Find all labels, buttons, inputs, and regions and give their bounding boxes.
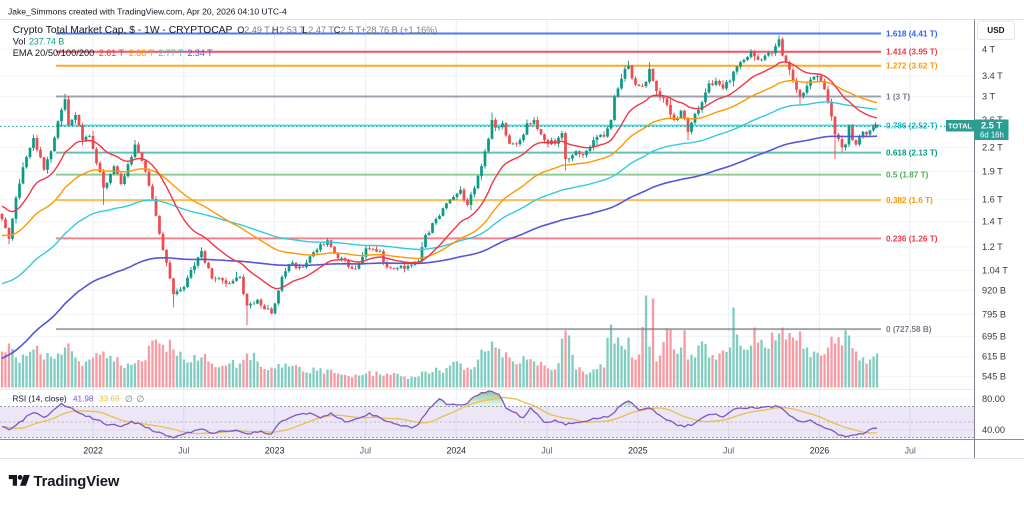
svg-text:1.272 (3.62 T): 1.272 (3.62 T) — [886, 62, 938, 71]
svg-text:2.5 T: 2.5 T — [341, 25, 362, 35]
svg-text:2024: 2024 — [447, 446, 467, 456]
svg-text:2.47 T: 2.47 T — [308, 25, 334, 35]
svg-text:920 B: 920 B — [982, 286, 1006, 296]
svg-text:L: L — [302, 25, 307, 35]
svg-text:33.69: 33.69 — [99, 395, 120, 404]
svg-text:Jul: Jul — [541, 446, 552, 456]
svg-text:80.00: 80.00 — [982, 394, 1005, 404]
svg-text:2.77 T: 2.77 T — [158, 48, 184, 58]
svg-text:615 B: 615 B — [982, 352, 1006, 362]
svg-text:2.2 T: 2.2 T — [982, 142, 1003, 152]
svg-text:Jake_Simmons created with Trad: Jake_Simmons created with TradingView.co… — [8, 7, 287, 17]
svg-text:C: C — [334, 25, 341, 35]
svg-text:Jul: Jul — [360, 446, 371, 456]
svg-text:Jul: Jul — [178, 446, 189, 456]
svg-text:3 T: 3 T — [982, 92, 995, 102]
svg-text:2.53 T: 2.53 T — [279, 25, 305, 35]
svg-text:1.6 T: 1.6 T — [982, 195, 1003, 205]
svg-text:695 B: 695 B — [982, 332, 1006, 342]
svg-text:Vol: Vol — [13, 37, 26, 47]
svg-text:0.618 (2.13 T): 0.618 (2.13 T) — [886, 149, 938, 158]
svg-text:4 T: 4 T — [982, 44, 995, 54]
svg-text:Crypto Total Market Cap, $ - 1: Crypto Total Market Cap, $ - 1W - CRYPTO… — [13, 25, 233, 36]
svg-text:237.74 B: 237.74 B — [29, 37, 64, 47]
svg-text:TOTAL: TOTAL — [948, 122, 972, 131]
svg-text:∅: ∅ — [125, 394, 133, 404]
svg-text:EMA 20/50/100/200: EMA 20/50/100/200 — [13, 48, 95, 58]
svg-text:USD: USD — [987, 26, 1004, 35]
svg-text:1.4 T: 1.4 T — [982, 217, 1003, 227]
svg-text:0.382 (1.6 T): 0.382 (1.6 T) — [886, 196, 933, 205]
svg-text:2.49 T: 2.49 T — [244, 25, 270, 35]
svg-text:2022: 2022 — [83, 446, 103, 456]
svg-text:Jul: Jul — [905, 446, 916, 456]
svg-text:0 (727.58 B): 0 (727.58 B) — [886, 325, 932, 334]
svg-text:1.618 (4.41 T): 1.618 (4.41 T) — [886, 30, 938, 39]
svg-text:O: O — [237, 25, 244, 35]
svg-text:2.5 T: 2.5 T — [981, 121, 1003, 131]
svg-text:41.98: 41.98 — [73, 395, 94, 404]
svg-text:1.414 (3.95 T): 1.414 (3.95 T) — [886, 48, 938, 57]
svg-text:1.04 T: 1.04 T — [982, 265, 1008, 275]
svg-text:2025: 2025 — [628, 446, 648, 456]
svg-text:+28.76 B (+1.16%): +28.76 B (+1.16%) — [361, 25, 437, 35]
svg-text:2.61 T: 2.61 T — [99, 48, 125, 58]
svg-text:0.5 (1.87 T): 0.5 (1.87 T) — [886, 171, 929, 180]
svg-text:0.236 (1.26 T): 0.236 (1.26 T) — [886, 234, 938, 243]
svg-text:6d 16h: 6d 16h — [980, 131, 1004, 140]
svg-text:2026: 2026 — [810, 446, 830, 456]
svg-text:545 B: 545 B — [982, 372, 1006, 382]
svg-text:40.00: 40.00 — [982, 425, 1005, 435]
svg-text:∅: ∅ — [137, 394, 145, 404]
svg-text:Jul: Jul — [723, 446, 734, 456]
svg-text:1.9 T: 1.9 T — [982, 167, 1003, 177]
svg-text:2023: 2023 — [265, 446, 285, 456]
svg-text:3.4 T: 3.4 T — [982, 71, 1003, 81]
svg-text:2.88 T: 2.88 T — [129, 48, 155, 58]
svg-text:2.34 T: 2.34 T — [188, 48, 214, 58]
svg-text:H: H — [272, 25, 279, 35]
svg-text:795 B: 795 B — [982, 310, 1006, 320]
svg-text:1 (3 T): 1 (3 T) — [886, 93, 910, 102]
svg-text:0.786 (2.52 T): 0.786 (2.52 T) — [886, 122, 938, 131]
svg-text:RSI (14, close): RSI (14, close) — [13, 395, 67, 404]
svg-text:TradingView: TradingView — [34, 474, 120, 490]
svg-text:1.2 T: 1.2 T — [982, 242, 1003, 252]
